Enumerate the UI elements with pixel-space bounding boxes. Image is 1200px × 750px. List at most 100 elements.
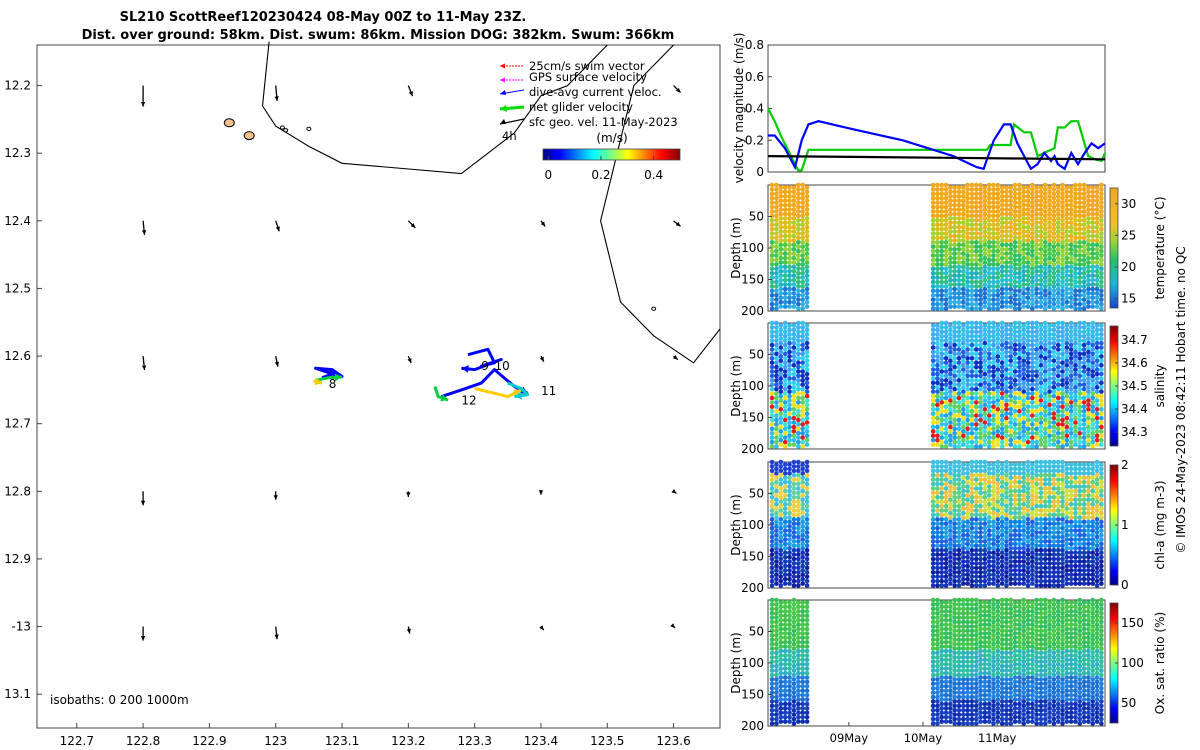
section-cast-dot <box>1042 347 1048 352</box>
section-cast-dot <box>952 211 957 217</box>
section-cast-dot <box>1060 525 1065 531</box>
section-cast-dot <box>1068 395 1074 401</box>
section-cast-dot <box>1081 515 1087 520</box>
section-cast-dot <box>930 222 936 227</box>
section-cast-dot <box>1086 415 1091 421</box>
section-cast-dot <box>943 284 949 289</box>
section-cast-dot <box>778 433 784 439</box>
section-cast-dot <box>1073 493 1078 498</box>
section-cast-dot <box>1012 204 1018 210</box>
section-cast-dot <box>961 340 966 346</box>
section-cast-dot <box>948 684 953 689</box>
section-cast-dot <box>1030 213 1035 219</box>
section-cast-dot <box>956 681 962 687</box>
section-cast-dot <box>1008 371 1014 377</box>
section-cast-dot <box>1073 581 1078 586</box>
section-cast-dot <box>774 568 779 573</box>
section-cast-dot <box>1064 510 1070 516</box>
section-cast-dot <box>939 468 945 474</box>
section-cast-dot <box>787 675 792 680</box>
section-cast-dot <box>778 380 784 386</box>
section-cast-dot <box>787 291 792 296</box>
section-cast-dot <box>804 661 810 667</box>
section-cast-dot <box>787 697 792 702</box>
section-cast-dot <box>1077 488 1083 494</box>
section-cast-dot <box>1060 270 1065 276</box>
section-cast-dot <box>1038 264 1044 270</box>
section-cast-dot <box>952 494 957 500</box>
section-cast-dot <box>1025 238 1031 243</box>
section-cast-dot <box>782 430 788 436</box>
section-cast-dot <box>986 204 992 210</box>
section-cast-dot <box>961 367 966 372</box>
section-cast-dot <box>791 721 797 726</box>
section-cast-dot <box>961 501 966 507</box>
section-cast-dot <box>800 576 806 582</box>
section-cast-dot <box>1034 413 1039 418</box>
section-cast-dot <box>774 537 779 542</box>
section-cast-dot <box>948 631 953 636</box>
section-cast-dot <box>796 552 801 557</box>
section-cast-dot <box>1068 497 1074 503</box>
section-cast-dot <box>1094 371 1100 377</box>
section-cast-dot <box>787 714 792 720</box>
section-cast-dot <box>1055 238 1061 243</box>
section-cast-dot <box>973 681 979 687</box>
section-cast-dot <box>961 345 966 350</box>
section-cast-dot <box>791 530 797 535</box>
section-cast-dot <box>1012 369 1018 374</box>
section-cast-dot <box>1004 211 1009 217</box>
section-cast-dot <box>1030 301 1035 307</box>
section-cast-dot <box>1008 572 1014 578</box>
section-cast-dot <box>1081 253 1087 258</box>
section-cast-dot <box>1008 376 1014 381</box>
section-cast-dot <box>1042 248 1048 254</box>
section-cast-dot <box>796 288 801 294</box>
section-cast-dot <box>995 547 1001 553</box>
section-cast-dot <box>796 657 801 663</box>
section-cast-dot <box>804 384 810 390</box>
section-cast-dot <box>787 264 792 270</box>
section-cast-dot <box>1034 422 1039 427</box>
section-cast-dot <box>1047 185 1052 190</box>
section-cast-dot <box>1021 269 1027 274</box>
section-cast-dot <box>986 400 992 405</box>
section-cast-dot <box>1086 251 1091 256</box>
section-cast-dot <box>1008 367 1014 372</box>
section-cast-dot <box>791 229 797 234</box>
section-cast-dot <box>791 569 797 575</box>
section-cast-dot <box>973 279 979 285</box>
section-cast-dot <box>774 563 779 569</box>
section-cast-dot <box>961 550 966 556</box>
section-cast-dot <box>804 442 810 447</box>
section-cast-dot <box>1047 354 1052 359</box>
glider-track-arrowhead <box>314 377 323 386</box>
velocity-ytick-label: 0.2 <box>745 133 764 147</box>
section-cast-dot <box>774 351 779 357</box>
section-cast-dot <box>1021 246 1027 252</box>
section-cast-dot <box>778 216 784 221</box>
section-cast-dot <box>978 182 983 188</box>
section-cast-dot <box>1017 262 1022 267</box>
section-cast-dot <box>1060 378 1065 383</box>
section-cast-dot <box>1090 255 1096 261</box>
section-cast-dot <box>1094 246 1100 252</box>
section-cast-dot <box>774 619 779 625</box>
section-cast-dot <box>1030 422 1035 427</box>
section-cast-dot <box>1042 378 1048 383</box>
section-cast-dot <box>1077 253 1083 258</box>
section-cast-dot <box>1064 336 1070 342</box>
section-cast-dot <box>943 706 949 711</box>
section-cast-dot <box>1042 408 1048 414</box>
section-cast-dot <box>930 213 936 219</box>
section-cast-dot <box>796 191 801 197</box>
section-cast-dot <box>1042 333 1048 339</box>
section-cast-dot <box>1047 323 1052 328</box>
section-cast-dot <box>1051 376 1057 381</box>
section-cast-dot <box>774 240 779 245</box>
section-cast-dot <box>965 408 970 414</box>
section-cast-dot <box>1064 471 1070 476</box>
section-cast-dot <box>1073 204 1078 210</box>
section-cast-dot <box>791 332 797 337</box>
section-cast-dot <box>939 195 945 201</box>
